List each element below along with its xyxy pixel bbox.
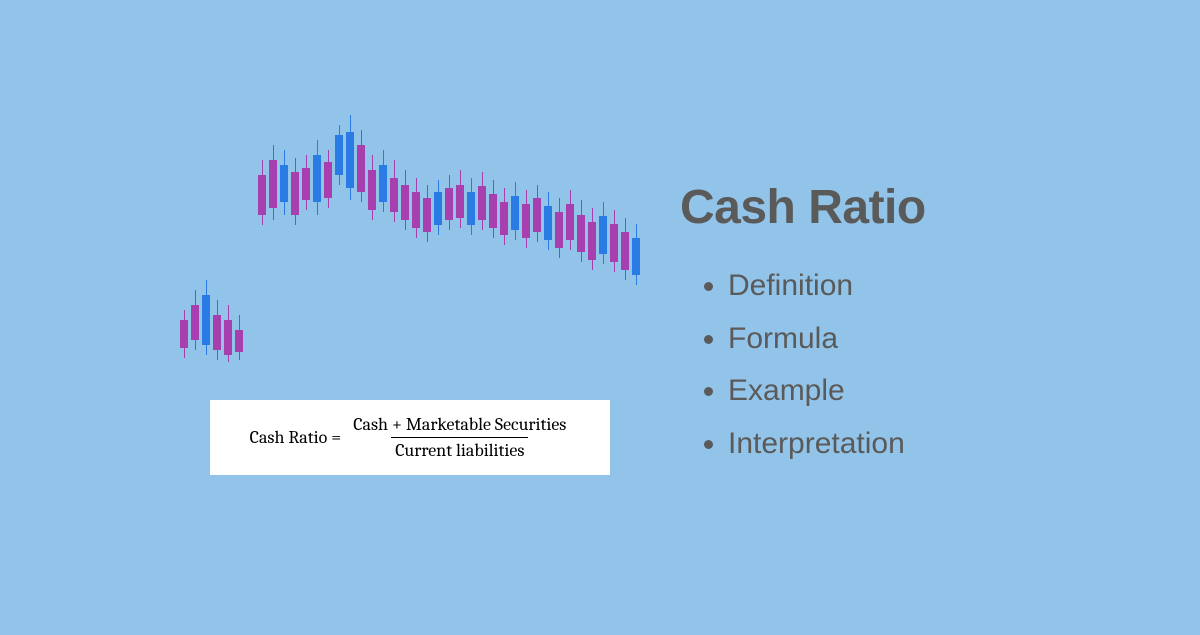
bullet-list: DefinitionFormulaExampleInterpretation [700,260,905,470]
bullet-item: Example [728,365,905,418]
candle [291,158,299,225]
candle [202,280,210,355]
candle [544,192,552,250]
candle [357,130,365,202]
candle [588,208,596,270]
candle [555,198,563,258]
bullet-item: Definition [728,260,905,313]
candle [258,160,266,225]
candle [632,224,640,285]
candle [368,155,376,220]
candle [390,160,398,222]
candle [213,300,221,360]
candle [434,180,442,235]
candle [456,170,464,228]
candle [621,218,629,280]
candle [224,305,232,362]
formula: Cash Ratio = Cash + Marketable Securitie… [250,414,571,461]
candle [313,140,321,215]
candle [566,190,574,250]
bullet-item: Formula [728,313,905,366]
candle [269,145,277,220]
candle [191,290,199,350]
candle [324,150,332,208]
candle [445,175,453,230]
formula-fraction: Cash + Marketable Securities Current lia… [349,414,570,461]
candle [599,202,607,264]
candle [401,170,409,230]
candle [511,182,519,240]
bullet-item: Interpretation [728,418,905,471]
candle [610,210,618,272]
candle [302,155,310,210]
candle [180,310,188,358]
candle [346,115,354,200]
candle [522,190,530,248]
candle [467,178,475,235]
candle [489,180,497,238]
candle [235,315,243,360]
candle [478,172,486,230]
candle [280,150,288,215]
candle [500,188,508,245]
candle [533,185,541,242]
candle [577,200,585,262]
candlestick-chart [180,130,640,370]
candle [335,125,343,185]
formula-numerator: Cash + Marketable Securities [349,414,570,437]
candle [379,150,387,212]
candle [423,185,431,242]
formula-lhs: Cash Ratio = [250,427,342,448]
formula-denominator: Current liabilities [391,437,528,461]
page-title: Cash Ratio [680,180,926,235]
formula-box: Cash Ratio = Cash + Marketable Securitie… [210,400,610,475]
candle [412,178,420,238]
